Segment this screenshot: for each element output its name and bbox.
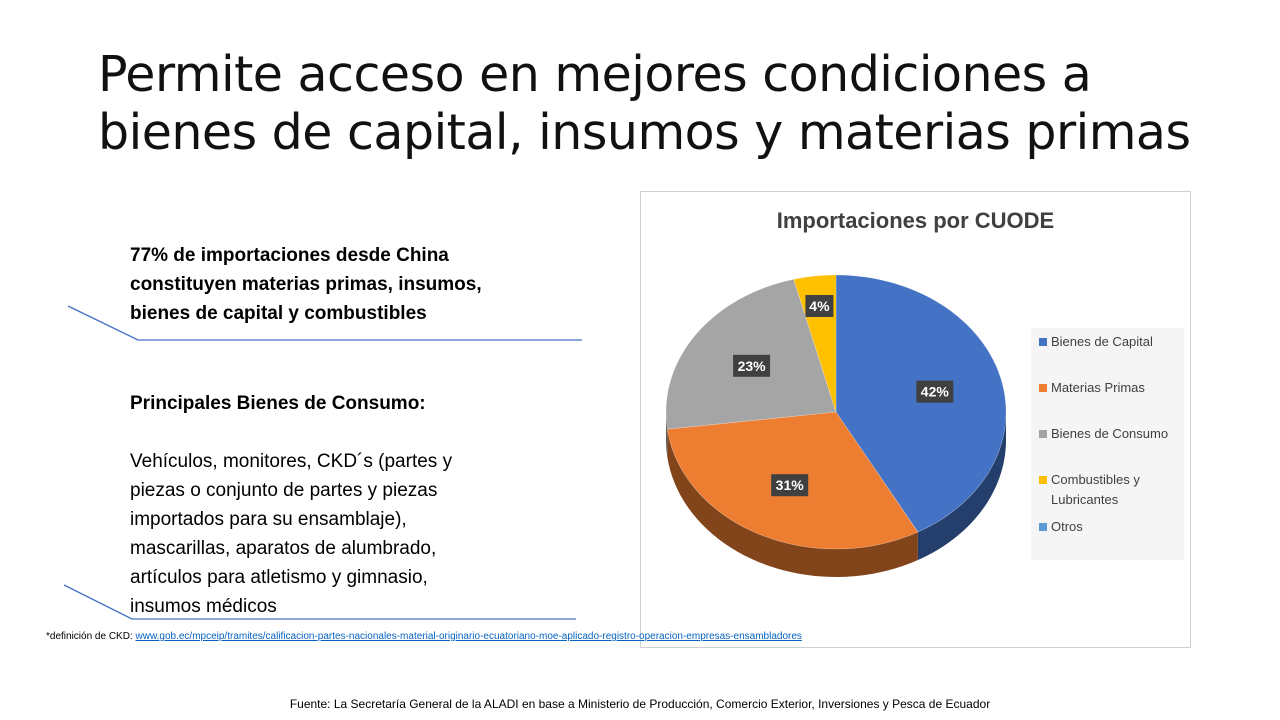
consumer-goods-line-3: importados para su ensamblaje),: [130, 509, 407, 530]
pie-chart-container: Importaciones por CUODE 42% 31% 23% 4% Bien…: [640, 191, 1191, 648]
legend-label: Otros: [1051, 519, 1083, 534]
summary-line-3: bienes de capital y combustibles: [130, 303, 427, 324]
pie-slice-bienes-de-consumo: [665, 278, 837, 430]
legend-swatch: [1039, 384, 1047, 392]
footnote-label: *definición de CKD:: [46, 631, 133, 642]
data-label-text: 4%: [809, 298, 830, 314]
pie-chart: 42% 31% 23% 4%: [665, 274, 1007, 577]
pie-side-bienes-de-capital: [917, 412, 1006, 561]
deco-line-diagonal-2: [63, 584, 133, 620]
pie-side-materias-primas: [667, 429, 918, 577]
chart-legend: Bienes de Capital Materias Primas Bienes d…: [1031, 328, 1184, 560]
data-label-combustibles-y-lubricantes: 4%: [805, 295, 834, 317]
data-label-box: [805, 295, 834, 317]
legend-swatch: [1039, 523, 1047, 531]
legend-label: Combustibles y: [1051, 472, 1140, 487]
deco-line-diagonal-1: [67, 305, 139, 341]
data-label-materias-primas: 31%: [771, 474, 809, 497]
summary-line-1: 77% de importaciones desde China: [130, 245, 449, 266]
slide-title-line-1: Permite acceso en mejores condiciones a: [98, 46, 1092, 103]
legend-swatch: [1039, 338, 1047, 346]
source-note: Fuente: La Secretaría General de la ALAD…: [289, 697, 991, 711]
consumer-goods-heading: Principales Bienes de Consumo:: [130, 393, 426, 414]
legend-item-bienes-de-capital: Bienes de Capital: [1039, 332, 1179, 352]
data-label-bienes-de-capital: 42%: [916, 380, 954, 403]
slide-title-line-2: bienes de capital, insumos y materias pr…: [98, 104, 1191, 161]
consumer-goods-line-4: mascarillas, aparatos de alumbrado,: [130, 538, 437, 559]
pie-slice-bienes-de-capital: [835, 274, 1007, 533]
footnote-link[interactable]: www.gob.ec/mpceip/tramites/calificacion-…: [135, 631, 802, 642]
ckd-footnote: *definición de CKD: www.gob.ec/mpceip/tr…: [46, 631, 802, 642]
legend-item-combustibles-y-lubricantes: Combustibles y Lubricantes: [1039, 470, 1179, 510]
slide-title: Permite acceso en mejores condiciones a …: [98, 46, 1218, 162]
legend-label: Bienes de Consumo: [1051, 426, 1169, 441]
summary-line-2: constituyen materias primas, insumos,: [130, 274, 482, 295]
consumer-goods-line-1: Vehículos, monitores, CKD´s (partes y: [130, 451, 453, 472]
data-label-box: [733, 354, 771, 377]
legend-label: Lubricantes: [1051, 492, 1119, 507]
consumer-goods-line-2: piezas o conjunto de partes y piezas: [130, 480, 438, 501]
data-label-box: [771, 474, 809, 497]
consumer-goods-line-5: artículos para atletismo y gimnasio,: [130, 567, 428, 588]
data-label-bienes-de-consumo: 23%: [733, 354, 771, 377]
data-label-text: 23%: [738, 358, 767, 374]
legend-item-bienes-de-consumo: Bienes de Consumo: [1039, 424, 1179, 444]
chart-title: Importaciones por CUODE: [776, 208, 1055, 233]
legend-label: Bienes de Capital: [1051, 334, 1153, 349]
data-label-text: 31%: [776, 477, 805, 493]
legend-swatch: [1039, 430, 1047, 438]
consumer-goods-line-6: insumos médicos: [130, 596, 277, 617]
data-label-box: [916, 380, 954, 403]
legend-item-materias-primas: Materias Primas: [1039, 378, 1179, 398]
legend-item-otros: Otros: [1039, 517, 1179, 537]
legend-swatch: [1039, 476, 1047, 484]
consumer-goods-block: Principales Bienes de Consumo: Vehículos…: [130, 389, 550, 621]
china-imports-summary: 77% de importaciones desde China constit…: [130, 241, 550, 328]
pie-side-bienes-de-consumo: [666, 412, 668, 458]
data-label-text: 42%: [921, 384, 950, 400]
legend-label: Materias Primas: [1051, 380, 1145, 395]
